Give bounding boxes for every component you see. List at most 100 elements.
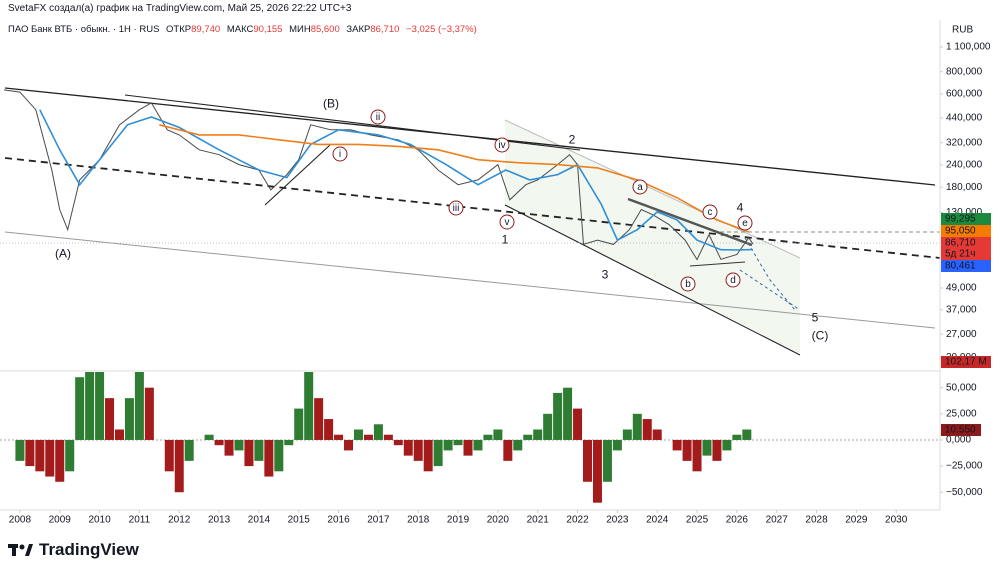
histogram-bar <box>523 434 533 440</box>
histogram-bar <box>334 434 344 440</box>
x-tick-label: 2028 <box>805 515 828 526</box>
change: −3,025 (−3,37%) <box>406 24 477 35</box>
wave-circle <box>499 214 515 230</box>
projection <box>739 269 801 311</box>
trendline <box>627 197 753 247</box>
x-tick-label: 2019 <box>447 515 470 526</box>
x-tick-label: 2018 <box>407 515 430 526</box>
histogram-bar <box>602 439 612 482</box>
histogram-bar <box>632 413 642 440</box>
y-tick-label: 800,000 <box>946 66 983 77</box>
y-tick-label: 49,000 <box>946 283 977 294</box>
histogram-bar <box>503 439 513 461</box>
wave-label: v <box>505 217 510 228</box>
x-tick-label: 2020 <box>487 515 510 526</box>
y-tick-label: 180,000 <box>946 182 983 193</box>
y-tick-label: 1 100,000 <box>946 42 991 53</box>
y-tick-label: 240,000 <box>946 160 983 171</box>
histogram-bar <box>363 434 373 440</box>
osc-badge <box>941 424 981 436</box>
y-tick-label: 600,000 <box>946 89 983 100</box>
trendline <box>504 204 801 356</box>
x-tick-label: 2027 <box>766 515 789 526</box>
wave-circle <box>725 272 741 288</box>
histogram-bar <box>722 439 732 451</box>
wave-circle <box>737 215 753 231</box>
histogram-bar <box>672 439 682 451</box>
histogram-bar <box>692 439 702 472</box>
wave-circle <box>702 204 718 220</box>
histogram-bar <box>294 408 304 440</box>
histogram-bar <box>423 439 433 472</box>
histogram-bar <box>55 439 65 482</box>
histogram-bar <box>304 372 314 440</box>
histogram-bar <box>274 439 284 472</box>
price-badge <box>941 237 991 249</box>
histogram-bar <box>652 429 662 440</box>
histogram-bar <box>463 439 473 456</box>
x-tick-label: 2026 <box>726 515 749 526</box>
wave-circle <box>494 137 510 153</box>
histogram-bar <box>164 439 174 472</box>
wave-label: iv <box>498 140 505 151</box>
histogram-bar <box>612 439 622 451</box>
histogram-bar <box>95 372 105 440</box>
histogram-bar <box>214 439 224 446</box>
logo-text: TradingView <box>39 540 139 559</box>
x-tick-label: 2011 <box>129 515 151 526</box>
histogram-bar <box>383 434 393 440</box>
histogram-bar <box>284 439 294 446</box>
histogram-bar <box>65 439 75 472</box>
histogram-bar <box>702 439 712 456</box>
histogram-bar <box>134 372 144 440</box>
wave-label: 3 <box>602 268 609 282</box>
histogram-bar <box>742 429 752 440</box>
histogram-bar <box>15 439 25 461</box>
y-tick-label: −50,000 <box>946 487 983 498</box>
histogram-bar <box>483 434 493 440</box>
ohlc-key: МАКС <box>226 24 254 35</box>
wave-circle <box>680 276 696 292</box>
ohlc-value: 90,155 <box>253 24 283 35</box>
volume-badge-text: 102,17 M <box>945 357 987 368</box>
price-badge <box>941 213 991 225</box>
histogram-bar <box>553 392 563 440</box>
credit: SvetaFX создал(а) график на TradingView.… <box>8 3 352 14</box>
histogram-bar <box>234 439 244 451</box>
histogram-bar <box>184 439 194 461</box>
histogram-bar <box>35 439 45 472</box>
y-tick-label: 0,000 <box>946 435 971 446</box>
histogram-bar <box>622 429 632 440</box>
wave-circle <box>448 200 464 216</box>
ohlc-value: 85,600 <box>310 24 340 35</box>
wave-label: 5 <box>812 311 819 325</box>
symbol-line: ПАО Банк ВТБ · обыкн. · 1Н · RUS ОТКР89,… <box>8 24 477 35</box>
wave-label: a <box>637 182 643 193</box>
histogram-bar <box>344 439 354 451</box>
wave-label: 1 <box>502 233 509 247</box>
price-line <box>3 89 754 261</box>
y-tick-label: 440,000 <box>946 113 983 124</box>
histogram-bar <box>25 439 35 467</box>
histogram-bar <box>174 439 184 493</box>
histogram-bar <box>264 439 274 477</box>
histogram-bar <box>573 408 583 440</box>
y-tick-label: 37,000 <box>946 304 977 315</box>
x-tick-label: 2013 <box>208 515 231 526</box>
histogram-bar <box>105 398 115 440</box>
wave-circle <box>370 109 386 125</box>
x-tick-label: 2009 <box>49 515 72 526</box>
price-badge-text: 5д 21ч <box>945 249 976 260</box>
histogram-bar <box>443 439 453 451</box>
price-badge-text: 95,050 <box>945 226 976 237</box>
y-tick-label: 130,000 <box>946 207 983 218</box>
histogram-bar <box>373 424 383 440</box>
histogram-bar <box>563 387 573 440</box>
wave-label: b <box>685 279 691 290</box>
wave-label: 4 <box>737 201 744 215</box>
histogram-bar <box>393 439 403 446</box>
wave-label: ii <box>376 112 380 123</box>
logo: TradingView <box>8 540 139 560</box>
histogram-bar <box>224 439 234 456</box>
